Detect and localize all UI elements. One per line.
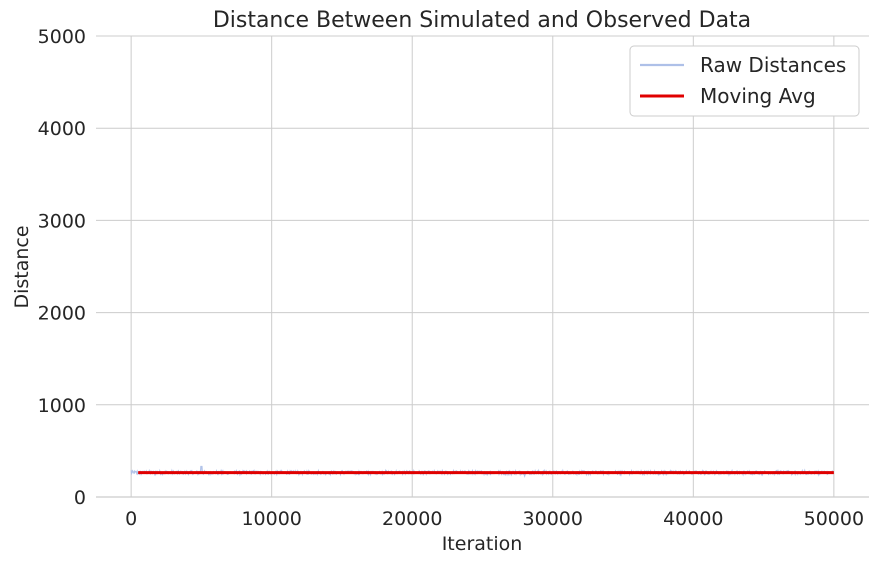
chart-title: Distance Between Simulated and Observed … bbox=[213, 8, 751, 33]
y-axis-ticks: 0 1000 2000 3000 4000 5000 bbox=[38, 26, 86, 509]
x-tick-label: 50000 bbox=[804, 508, 864, 530]
y-tick-label: 3000 bbox=[38, 210, 86, 232]
y-tick-label: 4000 bbox=[38, 118, 86, 140]
y-tick-label: 5000 bbox=[38, 26, 86, 48]
legend: Raw Distances Moving Avg bbox=[629, 45, 860, 117]
x-tick-label: 20000 bbox=[382, 508, 442, 530]
x-tick-label: 0 bbox=[125, 508, 137, 530]
x-tick-label: 40000 bbox=[663, 508, 723, 530]
y-tick-label: 1000 bbox=[38, 395, 86, 417]
x-axis-ticks: 0 10000 20000 30000 40000 50000 bbox=[125, 508, 864, 530]
legend-label-raw-distances: Raw Distances bbox=[700, 53, 846, 77]
y-axis-label: Distance bbox=[11, 225, 33, 308]
x-axis-label: Iteration bbox=[442, 533, 523, 555]
y-tick-label: 0 bbox=[74, 487, 86, 509]
legend-box bbox=[629, 45, 860, 117]
legend-label-moving-avg: Moving Avg bbox=[700, 84, 816, 108]
x-tick-label: 10000 bbox=[241, 508, 301, 530]
y-tick-label: 2000 bbox=[38, 303, 86, 325]
x-tick-label: 30000 bbox=[523, 508, 583, 530]
